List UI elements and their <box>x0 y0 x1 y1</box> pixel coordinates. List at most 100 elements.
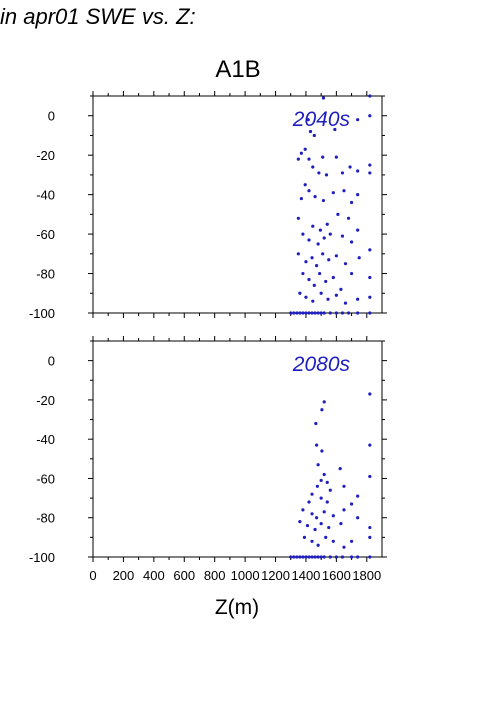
data-point <box>315 484 319 488</box>
y-tick-label: 0 <box>48 109 55 124</box>
data-point <box>311 299 315 303</box>
data-point <box>310 555 314 559</box>
data-point <box>322 510 326 514</box>
data-point <box>368 474 372 479</box>
data-point <box>289 311 293 315</box>
data-point <box>356 311 360 315</box>
y-tick-label: -100 <box>29 306 55 321</box>
data-point <box>325 222 329 226</box>
data-point <box>349 200 354 205</box>
data-point <box>342 484 346 488</box>
y-tick-label: -20 <box>36 393 55 408</box>
x-tick-label: 200 <box>113 568 135 583</box>
data-point <box>314 421 318 426</box>
data-point <box>307 555 311 559</box>
data-point <box>320 449 324 453</box>
x-axis-title: Z(m) <box>215 596 259 619</box>
data-point <box>327 525 331 530</box>
data-point <box>340 171 345 175</box>
scenario-title: A1B <box>215 56 261 83</box>
data-point <box>310 539 314 543</box>
data-point <box>306 118 310 122</box>
y-tick-label: -80 <box>36 511 55 526</box>
data-point <box>312 283 316 287</box>
x-tick-label: 400 <box>143 568 165 583</box>
x-tick-label: 600 <box>173 568 195 583</box>
data-point <box>357 256 361 260</box>
x-tick-label: 800 <box>204 568 226 583</box>
data-point <box>319 478 323 483</box>
data-point <box>301 311 305 315</box>
data-point <box>331 191 335 195</box>
data-point <box>313 527 317 532</box>
data-point <box>368 535 372 539</box>
data-point <box>319 496 323 500</box>
data-point <box>303 147 307 151</box>
data-point <box>321 155 325 159</box>
data-point <box>356 494 360 498</box>
data-point <box>307 238 311 242</box>
data-point <box>322 311 326 315</box>
data-point <box>296 157 300 161</box>
data-point <box>319 291 323 295</box>
data-point <box>314 516 319 520</box>
data-point <box>342 545 346 549</box>
data-point <box>313 311 317 315</box>
x-tick-label: 1800 <box>352 568 381 583</box>
data-point <box>319 522 323 526</box>
x-tick-label: 1600 <box>322 568 351 583</box>
data-point <box>356 193 360 197</box>
data-point <box>318 271 322 276</box>
y-tick-label: -20 <box>36 148 55 163</box>
panel-2040s: 0 -20 -40 -60 -80 -100 2040s <box>29 91 387 321</box>
y-tick-label: -80 <box>36 267 55 282</box>
data-point <box>316 311 320 315</box>
data-point <box>292 555 296 559</box>
data-point <box>319 311 323 315</box>
x-tick-label: 0 <box>89 568 96 583</box>
data-point <box>292 311 296 315</box>
data-point <box>320 408 324 412</box>
data-point <box>356 169 360 173</box>
y-tick-label: -100 <box>29 550 55 565</box>
data-point <box>346 216 351 220</box>
data-point <box>334 155 338 159</box>
data-point <box>356 555 360 559</box>
data-point <box>349 271 354 276</box>
data-point <box>328 488 332 492</box>
data-point <box>316 555 320 559</box>
data-point <box>368 443 372 447</box>
data-point <box>314 264 319 268</box>
data-point <box>322 472 326 477</box>
data-point <box>356 516 360 520</box>
data-point <box>298 311 302 315</box>
data-point <box>339 522 343 526</box>
data-point <box>321 198 326 203</box>
data-point <box>310 492 314 496</box>
data-point <box>368 525 372 530</box>
data-point <box>289 555 293 559</box>
data-point <box>301 271 305 276</box>
data-point <box>312 133 316 138</box>
y-tick-label: -60 <box>36 471 55 486</box>
data-point <box>333 127 337 132</box>
data-point <box>331 539 335 543</box>
data-point <box>339 287 343 291</box>
data-point <box>331 275 335 280</box>
data-point <box>304 295 308 299</box>
data-point <box>313 195 317 199</box>
data-point <box>296 252 300 256</box>
data-point <box>324 279 328 284</box>
data-point <box>346 311 351 315</box>
data-point <box>326 297 330 301</box>
data-point <box>340 311 345 315</box>
data-point <box>324 535 328 539</box>
figure-heading: in apr01 SWE vs. Z: <box>0 4 196 29</box>
panel-2080s: 0 -20 -40 -60 -80 -100 0 200 400 600 800 1000 1200 14… <box>29 336 387 583</box>
data-point <box>343 301 348 305</box>
y-tick-label: 0 <box>48 354 55 369</box>
data-point <box>368 248 372 252</box>
data-point <box>299 151 303 155</box>
y-tick-label: -40 <box>36 432 55 447</box>
data-point <box>348 165 352 169</box>
